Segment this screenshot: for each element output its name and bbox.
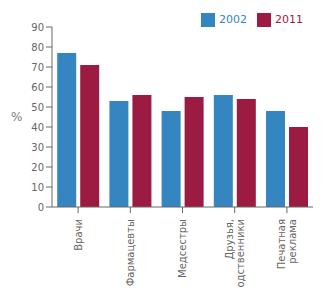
svg-text:80: 80 bbox=[31, 42, 44, 53]
svg-text:Медсестры: Медсестры bbox=[177, 219, 188, 278]
svg-text:%: % bbox=[11, 110, 22, 124]
svg-text:Друзья,родственники: Друзья,родственники bbox=[224, 219, 246, 287]
svg-text:20: 20 bbox=[31, 162, 44, 173]
svg-text:90: 90 bbox=[31, 22, 44, 33]
html-text:2011: 2011 bbox=[275, 13, 303, 26]
svg-text:70: 70 bbox=[31, 62, 44, 73]
svg-text:Печатнаяреклама: Печатнаяреклама bbox=[276, 219, 298, 269]
svg-text:Фармацевты: Фармацевты bbox=[125, 219, 136, 286]
svg-text:Врачи: Врачи bbox=[73, 219, 84, 251]
svg-text:10: 10 bbox=[31, 182, 44, 193]
svg-text:30: 30 bbox=[31, 142, 44, 153]
svg-text:40: 40 bbox=[31, 122, 44, 133]
svg-text:0: 0 bbox=[38, 202, 44, 213]
svg-text:50: 50 bbox=[31, 102, 44, 113]
svg-text:60: 60 bbox=[31, 82, 44, 93]
html-text:2002: 2002 bbox=[219, 13, 247, 26]
